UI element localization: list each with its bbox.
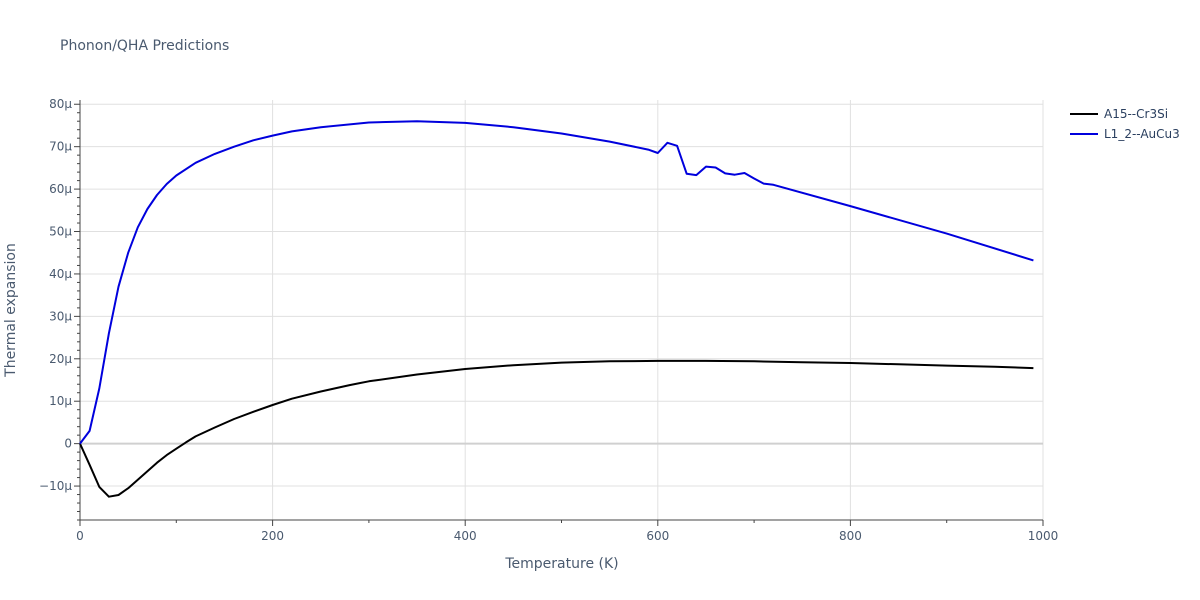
y-tick-label: 40μ xyxy=(49,267,72,281)
x-axis-title: Temperature (K) xyxy=(504,556,618,572)
grid-lines xyxy=(80,100,1044,520)
y-tick-label: 80μ xyxy=(49,97,72,111)
x-tick-label: 400 xyxy=(454,529,477,543)
legend-label: L1_2--AuCu3 xyxy=(1104,127,1180,141)
legend-label: A15--Cr3Si xyxy=(1104,107,1168,121)
y-axis-title: Thermal expansion xyxy=(3,243,19,378)
chart-title: Phonon/QHA Predictions xyxy=(60,38,229,54)
series-lines xyxy=(79,120,1034,498)
y-tick-label: 30μ xyxy=(49,309,72,323)
x-axis-ticks: 0 200 400 600 800 1000 xyxy=(76,520,1058,543)
legend[interactable]: A15--Cr3Si L1_2--AuCu3 xyxy=(1070,107,1180,141)
y-axis-ticks: −10μ 0 10μ 20μ 30μ 40μ 50μ 60μ 70μ 80μ xyxy=(39,97,80,521)
y-tick-label: 60μ xyxy=(49,182,72,196)
legend-item-1[interactable]: L1_2--AuCu3 xyxy=(1070,127,1180,141)
legend-item-0[interactable]: A15--Cr3Si xyxy=(1070,107,1168,121)
x-tick-label: 600 xyxy=(646,529,669,543)
x-tick-label: 0 xyxy=(76,529,84,543)
y-tick-label: 20μ xyxy=(49,352,72,366)
y-tick-label: 50μ xyxy=(49,225,72,239)
series-line-1 xyxy=(79,120,1034,445)
y-tick-label: 70μ xyxy=(49,140,72,154)
y-tick-label: −10μ xyxy=(39,479,72,493)
y-tick-label: 10μ xyxy=(49,394,72,408)
y-tick-label: 0 xyxy=(64,437,72,451)
series-line-0 xyxy=(79,359,1034,498)
x-tick-label: 1000 xyxy=(1028,529,1059,543)
x-tick-label: 200 xyxy=(261,529,284,543)
x-tick-label: 800 xyxy=(839,529,862,543)
